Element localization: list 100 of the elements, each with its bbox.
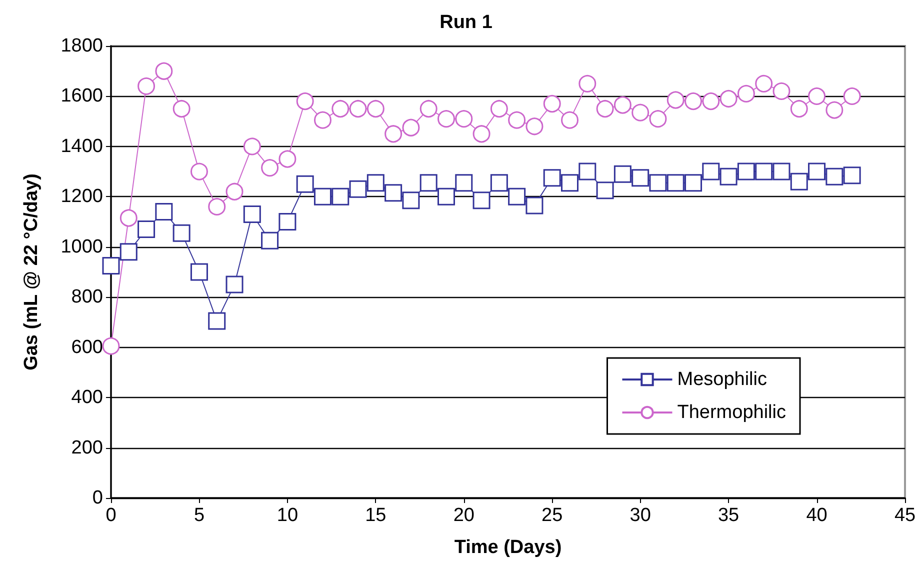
y-tick-label: 1600: [60, 86, 103, 107]
point: [366, 100, 384, 118]
point: [402, 192, 420, 210]
point: [420, 174, 438, 192]
point: [526, 196, 544, 214]
point: [243, 205, 261, 223]
point: [261, 159, 279, 177]
y-tick-label: 1200: [60, 186, 103, 208]
point: [772, 162, 790, 180]
y-tick-label: 800: [71, 286, 103, 308]
point: [261, 232, 279, 250]
y-tick-label: 200: [71, 437, 103, 458]
point: [790, 100, 808, 118]
y-tick-label: 600: [71, 336, 103, 358]
point: [508, 188, 526, 206]
point: [826, 101, 844, 119]
point: [155, 62, 173, 80]
point: [596, 100, 614, 118]
legend-label: Mesophilic: [677, 369, 768, 390]
point: [314, 188, 332, 206]
point: [226, 182, 244, 200]
point: [490, 100, 508, 118]
point: [808, 87, 826, 105]
point: [508, 111, 526, 129]
point: [772, 82, 790, 100]
point: [208, 198, 226, 216]
point: [490, 174, 508, 192]
point: [472, 192, 490, 210]
point: [384, 125, 402, 143]
point: [314, 111, 332, 129]
point: [666, 174, 684, 192]
y-tick-label: 1800: [60, 36, 103, 56]
point: [737, 162, 755, 180]
point: [349, 180, 367, 198]
point: [296, 92, 314, 110]
point: [384, 184, 402, 202]
y-axis-title: Gas (mL @ 22 °C/day): [21, 174, 42, 370]
x-tick-label: 35: [718, 505, 740, 526]
y-tick-label: 0: [92, 488, 103, 508]
point: [578, 162, 596, 180]
point: [826, 168, 844, 186]
point: [349, 100, 367, 118]
point: [684, 92, 702, 110]
x-tick-label: 15: [365, 505, 386, 526]
point: [332, 100, 350, 118]
point: [843, 87, 861, 105]
point: [666, 91, 684, 109]
point: [278, 213, 296, 231]
point: [208, 312, 226, 330]
point: [120, 209, 138, 227]
point: [120, 243, 138, 261]
point: [790, 172, 808, 190]
point: [843, 166, 861, 184]
x-tick-label: 5: [194, 505, 205, 526]
x-tick-label: 25: [542, 505, 563, 526]
point: [366, 174, 384, 192]
y-tick-label: 400: [71, 387, 103, 408]
point: [561, 174, 579, 192]
point: [455, 174, 473, 192]
y-tick-label: 1000: [60, 236, 103, 258]
point: [702, 162, 720, 180]
point: [296, 175, 314, 193]
point: [438, 110, 455, 128]
x-tick-label: 20: [453, 505, 474, 526]
x-tick-label: 30: [630, 505, 651, 526]
point: [543, 95, 561, 112]
point: [614, 96, 632, 114]
point: [332, 188, 350, 206]
point: [561, 111, 579, 129]
point: [190, 162, 208, 180]
legend-label: Thermophilic: [677, 402, 786, 423]
point: [155, 202, 173, 220]
point: [632, 104, 650, 122]
point: [632, 169, 650, 187]
x-axis-title: Time (Days): [454, 537, 562, 558]
y-tick-label: 1400: [60, 136, 103, 157]
point: [578, 74, 596, 92]
point: [755, 162, 773, 180]
x-tick-label: 40: [806, 505, 828, 526]
point: [720, 90, 738, 108]
point: [455, 110, 473, 128]
point: [278, 150, 296, 168]
point: [614, 165, 632, 183]
point: [649, 110, 667, 128]
point: [526, 118, 544, 136]
point: [702, 92, 720, 110]
chart-title: Run 1: [440, 12, 493, 33]
point: [138, 77, 156, 95]
x-tick-label: 10: [276, 505, 298, 526]
point: [543, 169, 561, 187]
point: [684, 174, 702, 192]
point: [226, 276, 244, 294]
point: [808, 162, 826, 180]
point: [649, 174, 667, 192]
point: [402, 118, 420, 136]
point: [102, 256, 120, 274]
point: [420, 100, 438, 118]
point: [720, 168, 738, 186]
x-tick-label: 0: [106, 505, 116, 526]
point: [102, 337, 120, 355]
